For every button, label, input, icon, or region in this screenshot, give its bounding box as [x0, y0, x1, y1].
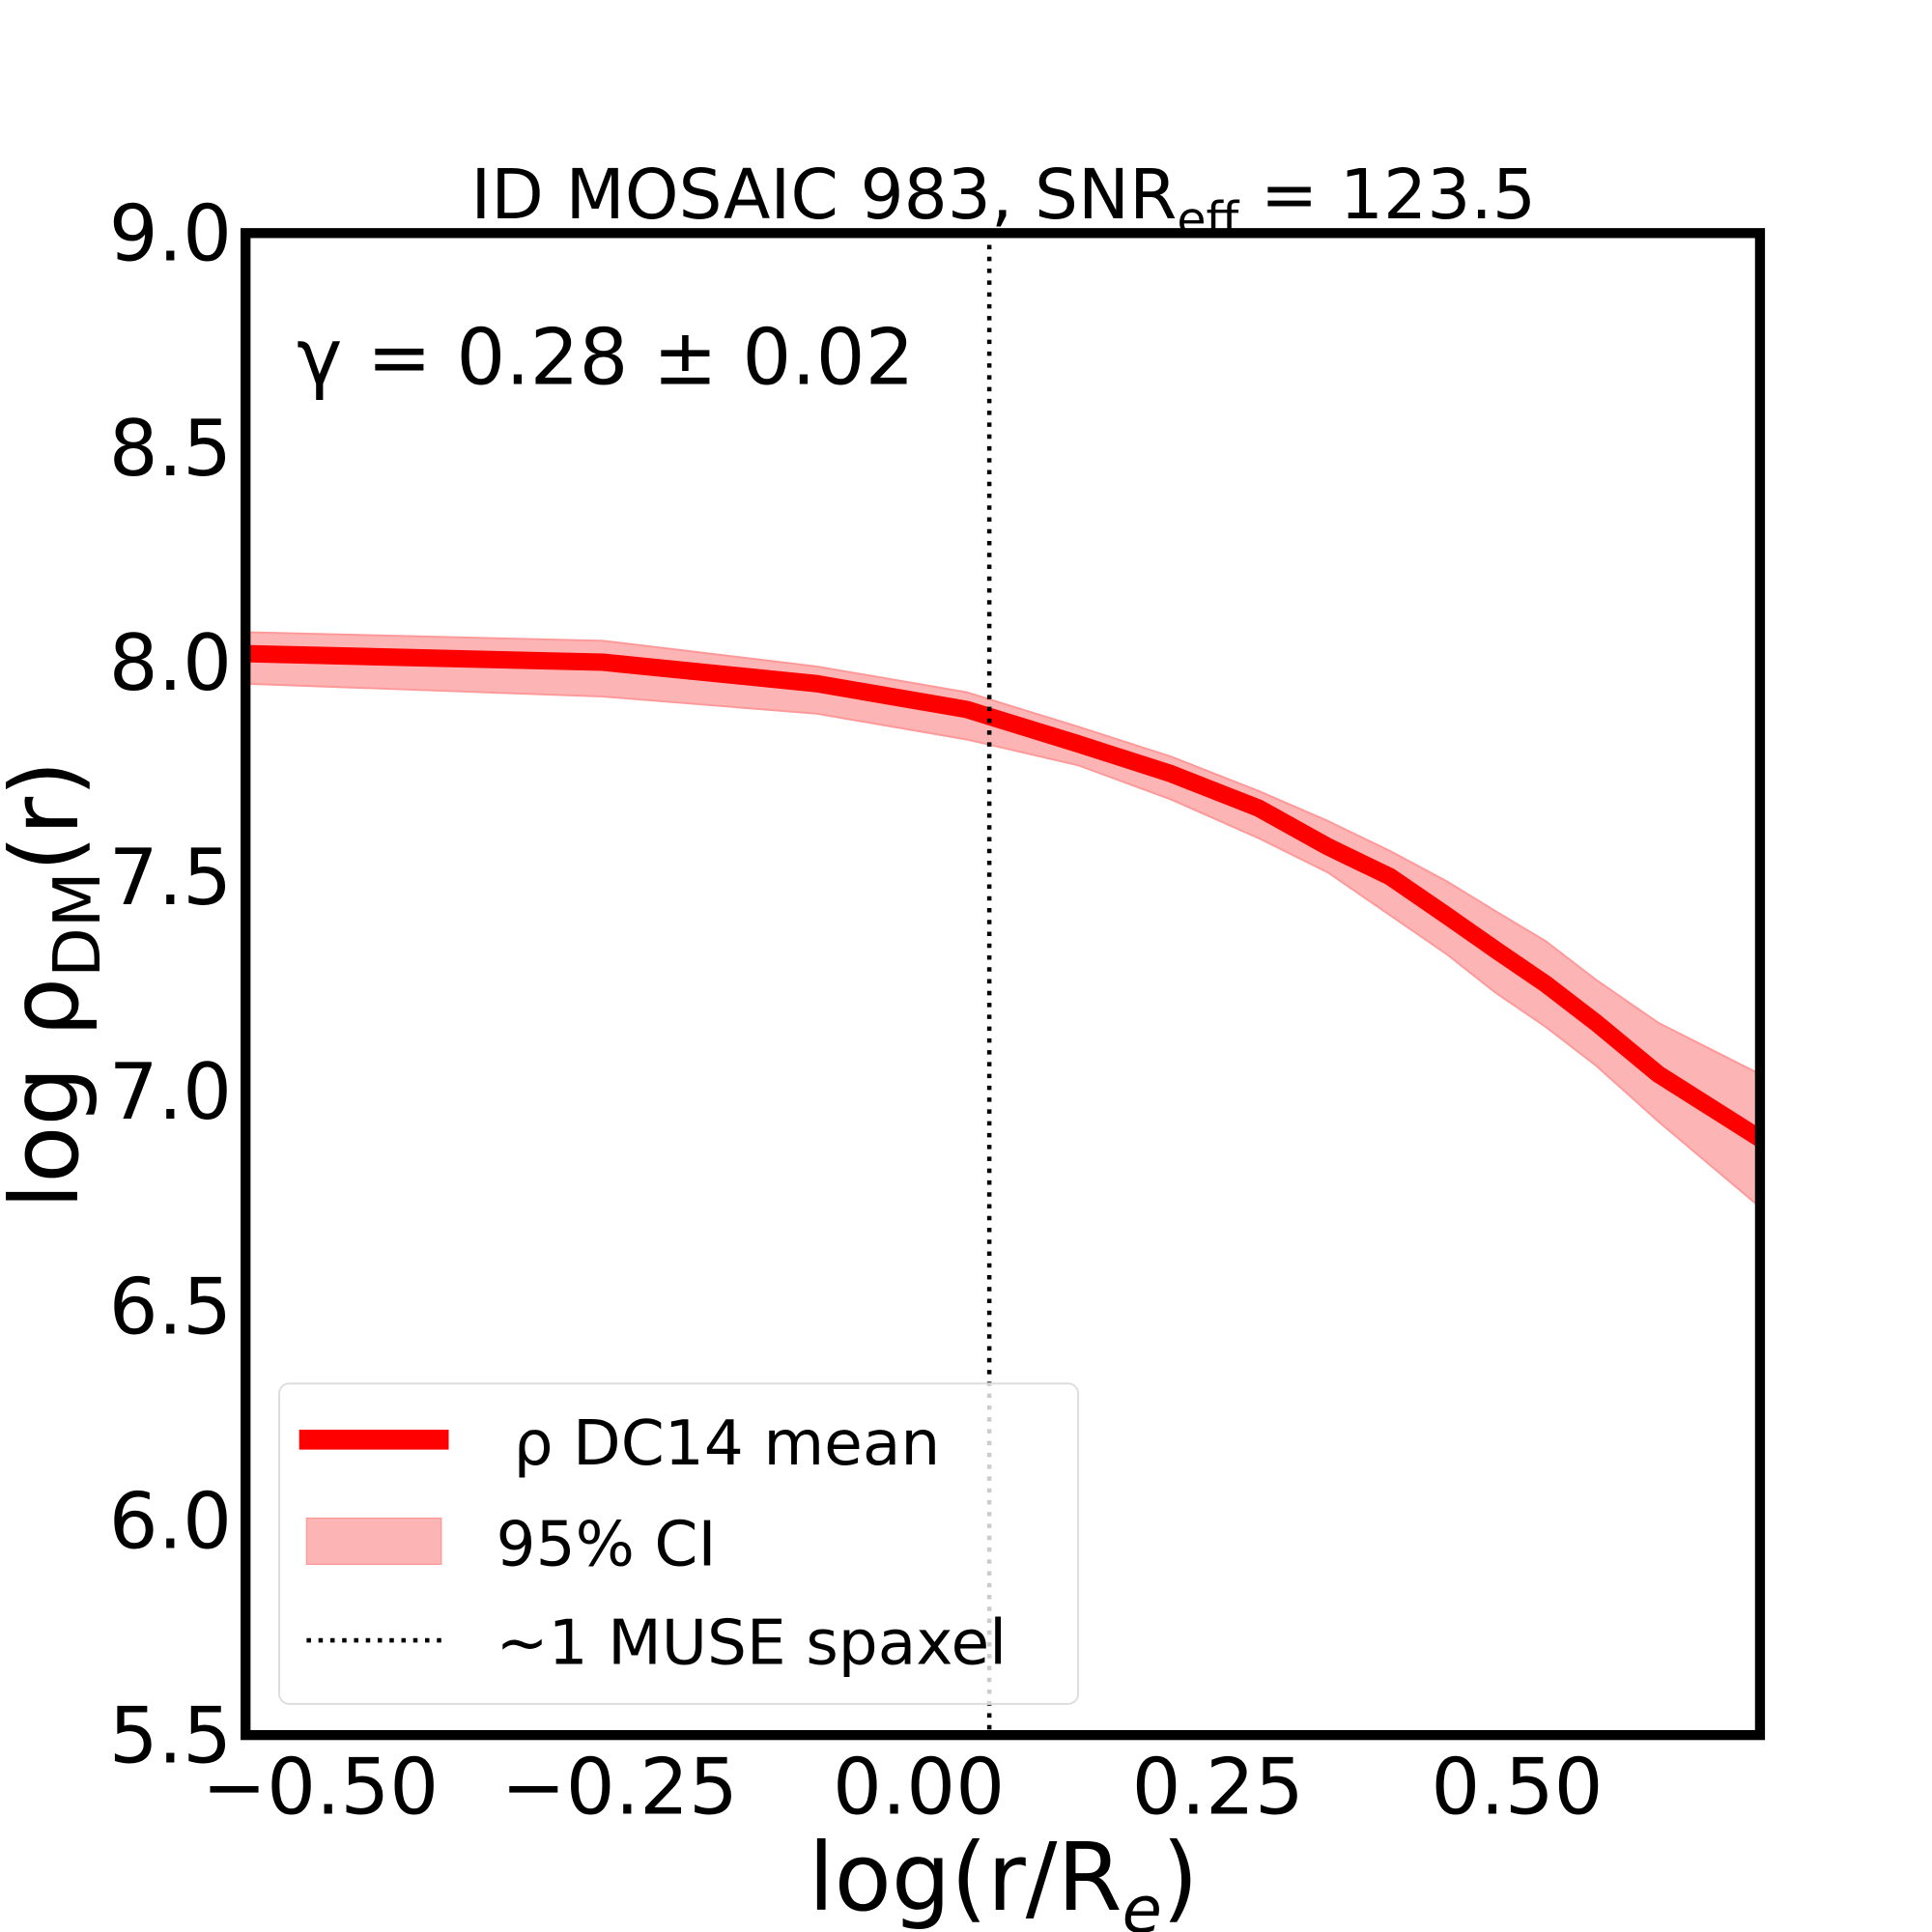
- y-tick-label: 8.0: [109, 618, 232, 708]
- y-tick-label: 8.5: [109, 404, 232, 494]
- x-tick-labels: −0.50 −0.25 0.00 0.25 0.50: [202, 1742, 1603, 1832]
- y-tick-labels: 5.5 6.0 6.5 7.0 7.5 8.0 8.5 9.0: [109, 189, 232, 1781]
- legend: ρ DC14 mean 95% CI ~1 MUSE spaxel: [278, 1382, 1080, 1705]
- x-tick-label: 0.00: [833, 1742, 1005, 1832]
- x-tick-label: 0.25: [1132, 1742, 1304, 1832]
- gamma-annotation: γ = 0.28 ± 0.02: [297, 312, 914, 402]
- y-tick-label: 7.0: [109, 1047, 232, 1137]
- y-tick-label: 7.5: [109, 833, 232, 923]
- legend-label-ci: 95% CI: [497, 1509, 717, 1581]
- x-tick-label: −0.50: [202, 1742, 439, 1832]
- x-tick-label: 0.50: [1431, 1742, 1603, 1832]
- legend-label-mean: ρ DC14 mean: [514, 1407, 941, 1480]
- y-tick-label: 6.5: [109, 1262, 232, 1351]
- x-tick-label: −0.25: [501, 1742, 738, 1832]
- legend-frame: [278, 1382, 1080, 1705]
- y-tick-label: 9.0: [109, 189, 232, 279]
- y-tick-label: 5.5: [109, 1691, 232, 1781]
- y-tick-label: 6.0: [109, 1476, 232, 1566]
- mean-line-layer: [244, 644, 1765, 1147]
- mean-line: [244, 644, 1765, 1147]
- y-axis-label: log ρDM(r): [0, 760, 115, 1209]
- legend-ci-swatch: [305, 1517, 442, 1565]
- legend-label-spaxel: ~1 MUSE spaxel: [497, 1607, 1008, 1680]
- axes-frame: [241, 228, 1766, 1741]
- chart-title: ID MOSAIC 983, SNReff = 123.5: [470, 155, 1536, 247]
- x-axis-label: log(r/Re): [809, 1823, 1199, 1932]
